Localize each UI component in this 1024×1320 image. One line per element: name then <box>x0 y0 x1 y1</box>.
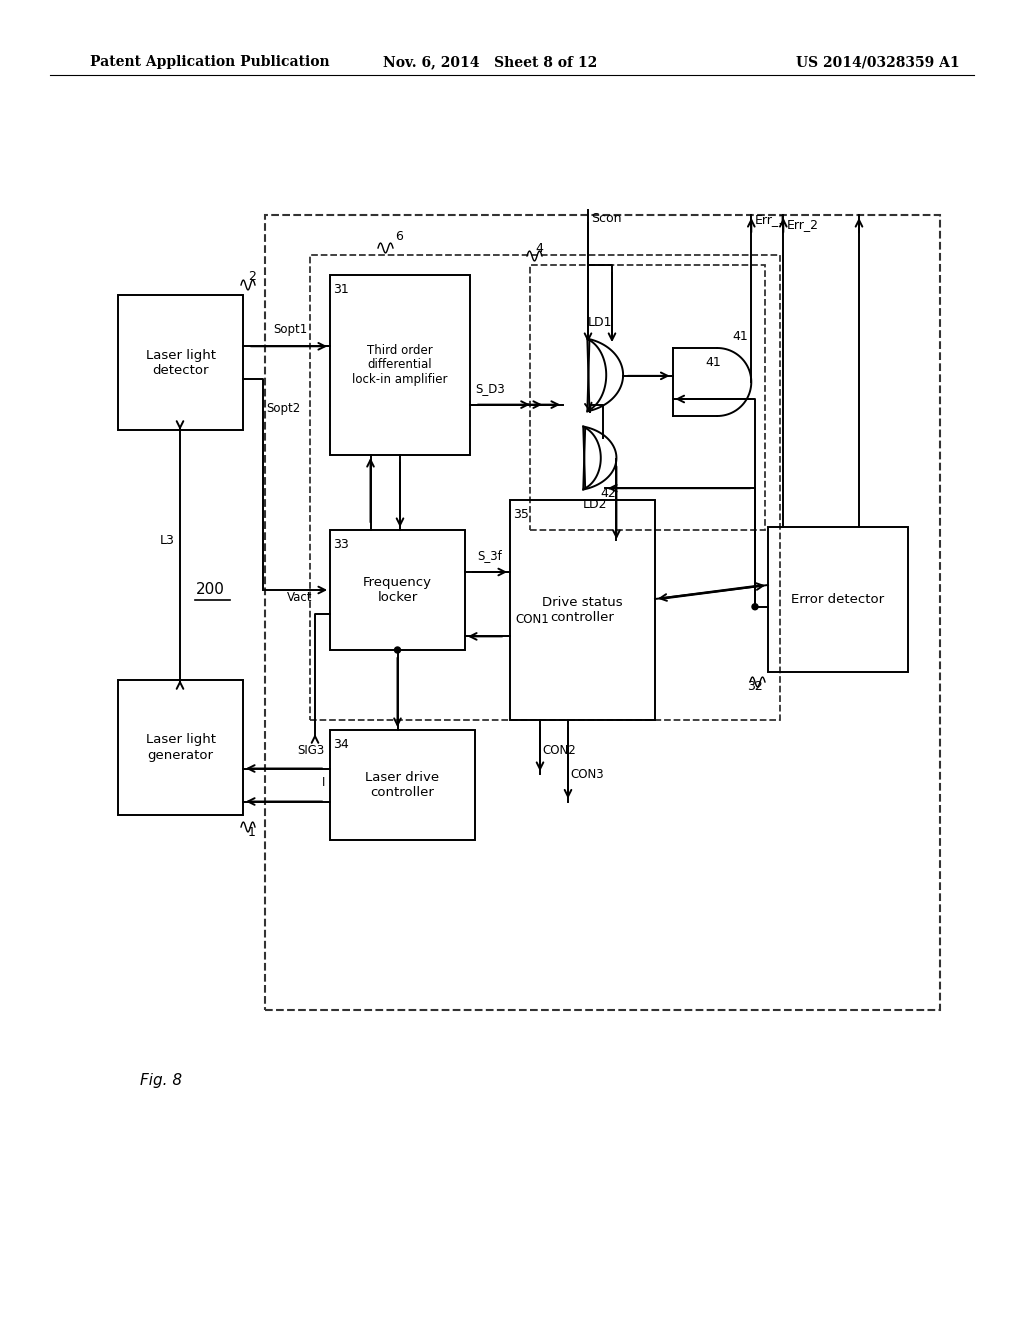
Text: US 2014/0328359 A1: US 2014/0328359 A1 <box>797 55 961 69</box>
Text: Fig. 8: Fig. 8 <box>140 1072 182 1088</box>
Text: SIG3: SIG3 <box>298 743 325 756</box>
Text: Nov. 6, 2014   Sheet 8 of 12: Nov. 6, 2014 Sheet 8 of 12 <box>383 55 597 69</box>
Bar <box>530 265 765 531</box>
Text: 33: 33 <box>333 539 349 550</box>
Text: 6: 6 <box>395 231 402 243</box>
Text: L3: L3 <box>160 533 175 546</box>
Circle shape <box>752 603 758 610</box>
Text: Laser drive
controller: Laser drive controller <box>366 771 439 799</box>
Bar <box>118 294 243 430</box>
Text: 1: 1 <box>248 826 256 840</box>
Text: 32: 32 <box>748 681 763 693</box>
Text: LD1: LD1 <box>588 317 612 330</box>
Bar <box>330 531 465 649</box>
Text: LD2: LD2 <box>583 499 607 511</box>
Text: Err_2: Err_2 <box>786 219 818 231</box>
Text: Frequency
locker: Frequency locker <box>362 576 432 605</box>
Bar <box>330 275 470 455</box>
Text: 4: 4 <box>535 242 543 255</box>
Text: 42: 42 <box>600 487 615 500</box>
Bar <box>330 730 475 840</box>
Text: Err_1: Err_1 <box>755 214 786 227</box>
Text: 41: 41 <box>732 330 749 343</box>
Text: S_3f: S_3f <box>477 549 503 562</box>
Text: Error detector: Error detector <box>792 593 885 606</box>
Bar <box>265 215 940 1010</box>
Bar <box>118 680 243 814</box>
Text: 35: 35 <box>513 508 528 521</box>
Text: Sopt2: Sopt2 <box>266 403 300 416</box>
Text: Drive status
controller: Drive status controller <box>542 597 623 624</box>
Text: S_D3: S_D3 <box>475 381 505 395</box>
Circle shape <box>394 647 400 653</box>
Text: 41: 41 <box>705 355 721 368</box>
Text: Laser light
generator: Laser light generator <box>145 734 215 762</box>
Bar <box>310 255 780 719</box>
Text: 34: 34 <box>333 738 349 751</box>
Text: CON1: CON1 <box>515 614 549 627</box>
Bar <box>510 500 655 719</box>
Text: Laser light
detector: Laser light detector <box>145 348 215 376</box>
Text: Patent Application Publication: Patent Application Publication <box>90 55 330 69</box>
Text: 200: 200 <box>196 582 224 598</box>
Text: Scon: Scon <box>591 211 622 224</box>
Text: CON3: CON3 <box>570 768 603 781</box>
Text: I: I <box>322 776 325 789</box>
Text: Vact: Vact <box>287 591 312 605</box>
Bar <box>768 527 908 672</box>
Text: CON2: CON2 <box>542 743 575 756</box>
Text: Sopt1: Sopt1 <box>272 323 307 337</box>
Text: 2: 2 <box>248 271 256 284</box>
Text: Third order
differential
lock-in amplifier: Third order differential lock-in amplifi… <box>352 343 447 387</box>
Text: 31: 31 <box>333 282 349 296</box>
